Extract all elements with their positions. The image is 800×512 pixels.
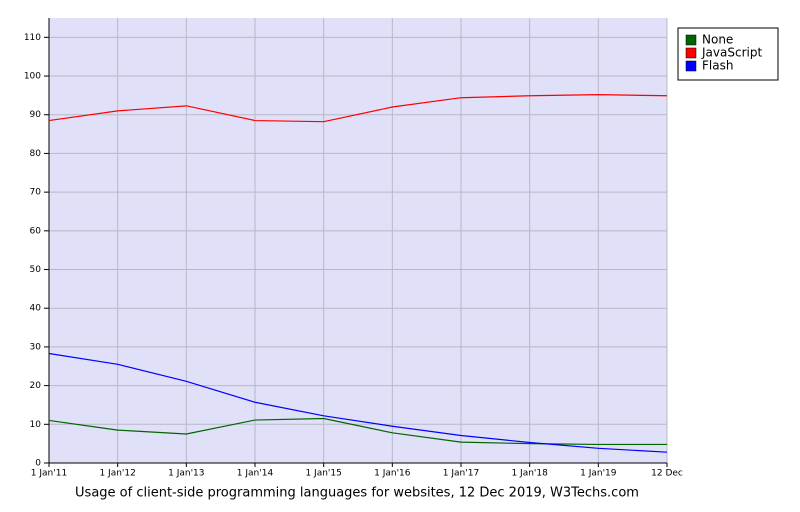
series-line xyxy=(48,352,668,453)
y-tick-label: 100 xyxy=(24,72,41,82)
chart-caption: Usage of client-side programming languag… xyxy=(75,486,639,501)
series-line xyxy=(48,94,668,123)
y-tick-label: 30 xyxy=(30,342,42,352)
legend-label: None xyxy=(702,33,733,47)
legend-label: Flash xyxy=(702,59,733,73)
x-tick-label: 12 Dec xyxy=(651,469,683,479)
x-tick-label: 1 Jan'19 xyxy=(580,469,617,479)
legend-label: JavaScript xyxy=(701,46,762,60)
x-tick-label: 1 Jan'12 xyxy=(99,469,135,479)
x-tick-label: 1 Jan'11 xyxy=(31,469,67,479)
x-tick-label: 1 Jan'16 xyxy=(374,469,411,479)
x-tick-label: 1 Jan'17 xyxy=(443,469,479,479)
plot-area xyxy=(49,18,667,463)
y-tick-label: 10 xyxy=(30,420,42,430)
y-tick-label: 40 xyxy=(30,304,42,314)
y-tick-label: 20 xyxy=(30,381,42,391)
x-tick-label: 1 Jan'15 xyxy=(305,469,341,479)
series-line xyxy=(48,417,667,446)
y-tick-label: 70 xyxy=(30,188,42,198)
x-tick-label: 1 Jan'18 xyxy=(511,469,548,479)
y-tick-label: 110 xyxy=(24,33,41,43)
x-tick-label: 1 Jan'13 xyxy=(168,469,204,479)
legend-swatch xyxy=(685,47,697,59)
legend-swatch xyxy=(685,60,697,72)
x-tick-label: 1 Jan'14 xyxy=(237,469,274,479)
y-tick-label: 60 xyxy=(30,226,42,236)
y-tick-label: 90 xyxy=(30,110,42,120)
y-tick-label: 80 xyxy=(30,149,42,159)
y-tick-label: 50 xyxy=(30,265,42,275)
y-tick-label: 0 xyxy=(35,459,41,469)
legend-swatch xyxy=(685,34,697,46)
